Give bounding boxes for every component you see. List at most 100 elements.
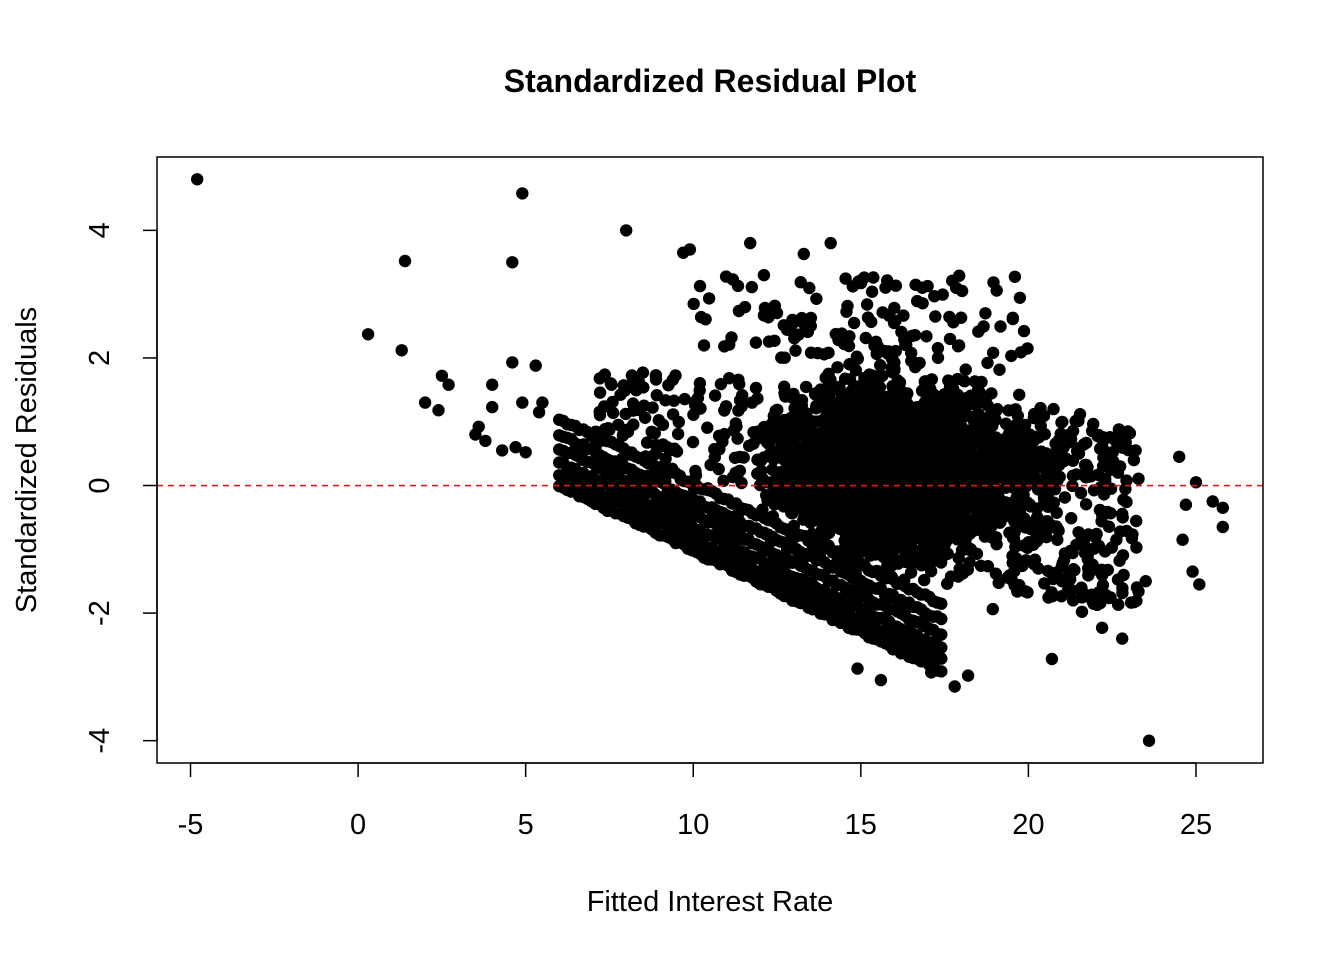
data-point — [874, 673, 888, 687]
data-point — [778, 380, 791, 393]
data-point — [789, 344, 802, 357]
data-point — [1121, 425, 1135, 438]
data-point — [915, 482, 929, 495]
data-point — [969, 412, 983, 425]
data-point — [950, 462, 963, 475]
data-point — [671, 427, 685, 441]
data-point — [1106, 445, 1120, 459]
data-point — [879, 281, 892, 294]
data-point — [846, 406, 859, 419]
data-point — [745, 280, 758, 294]
data-point — [1013, 579, 1026, 592]
data-point — [605, 484, 619, 497]
data-point — [1124, 596, 1138, 609]
data-point — [516, 396, 529, 409]
data-point — [906, 429, 919, 442]
data-point — [934, 410, 947, 423]
data-point — [689, 469, 703, 482]
data-point — [837, 417, 851, 431]
data-point — [674, 473, 687, 486]
data-point — [733, 394, 747, 407]
data-point — [981, 560, 995, 573]
data-point — [1119, 482, 1132, 496]
data-point — [718, 340, 731, 353]
data-point — [826, 516, 839, 529]
data-point — [893, 376, 907, 389]
data-point — [687, 482, 701, 495]
data-point — [883, 553, 896, 567]
data-point — [1017, 488, 1030, 501]
data-point — [1023, 498, 1036, 511]
data-point — [1186, 565, 1199, 578]
data-point — [361, 328, 375, 341]
data-point — [1080, 458, 1093, 472]
data-point — [898, 417, 912, 430]
data-point — [1050, 520, 1063, 533]
data-point — [1033, 531, 1046, 545]
data-point — [730, 508, 744, 521]
data-point — [797, 247, 810, 261]
data-point — [1075, 605, 1089, 618]
data-point — [928, 436, 941, 449]
data-point — [666, 408, 680, 421]
data-point — [600, 424, 613, 437]
data-point — [959, 431, 973, 445]
y-tick-label: 0 — [84, 477, 116, 493]
data-point — [691, 391, 705, 405]
data-point — [779, 446, 793, 459]
data-point — [918, 573, 931, 587]
data-point — [757, 268, 771, 282]
data-point — [723, 372, 736, 385]
data-point — [983, 456, 996, 469]
data-point — [708, 389, 722, 402]
data-point — [681, 531, 695, 544]
data-point — [777, 430, 790, 444]
data-point — [636, 366, 650, 379]
data-point — [744, 236, 757, 250]
data-point — [908, 456, 922, 469]
data-point — [731, 279, 745, 293]
data-point — [733, 377, 746, 391]
data-point — [898, 544, 912, 557]
data-point — [486, 400, 499, 414]
data-point — [845, 384, 859, 397]
data-point — [935, 652, 948, 665]
data-point — [395, 344, 408, 357]
data-point — [777, 464, 791, 478]
x-axis-label: Fitted Interest Rate — [587, 886, 834, 918]
data-point — [719, 270, 733, 283]
data-point — [717, 429, 730, 443]
data-point — [944, 507, 958, 521]
data-point — [920, 536, 934, 549]
data-point — [650, 446, 663, 460]
data-point — [1006, 311, 1019, 324]
data-point — [1041, 500, 1055, 513]
data-point — [963, 527, 976, 541]
data-point — [835, 327, 848, 340]
data-point — [1017, 455, 1030, 469]
data-point — [947, 490, 960, 503]
y-tick-label: -4 — [84, 728, 116, 754]
data-point — [843, 373, 857, 386]
data-point — [506, 356, 519, 369]
data-point — [702, 292, 716, 305]
data-point — [947, 316, 960, 329]
data-point — [1030, 447, 1043, 460]
data-point — [806, 415, 820, 428]
data-point — [1047, 402, 1060, 416]
data-point — [1051, 533, 1064, 546]
data-point — [887, 395, 900, 408]
data-point — [648, 427, 661, 440]
data-point — [496, 444, 509, 457]
data-point — [784, 320, 798, 333]
x-tick-label: 5 — [518, 809, 534, 841]
data-point — [718, 404, 731, 417]
data-point — [757, 451, 771, 464]
data-point — [811, 346, 824, 360]
data-point — [903, 500, 917, 513]
data-point — [862, 508, 876, 521]
data-point — [993, 363, 1006, 376]
data-point — [889, 458, 902, 471]
data-point — [818, 383, 831, 396]
data-point — [835, 486, 848, 499]
